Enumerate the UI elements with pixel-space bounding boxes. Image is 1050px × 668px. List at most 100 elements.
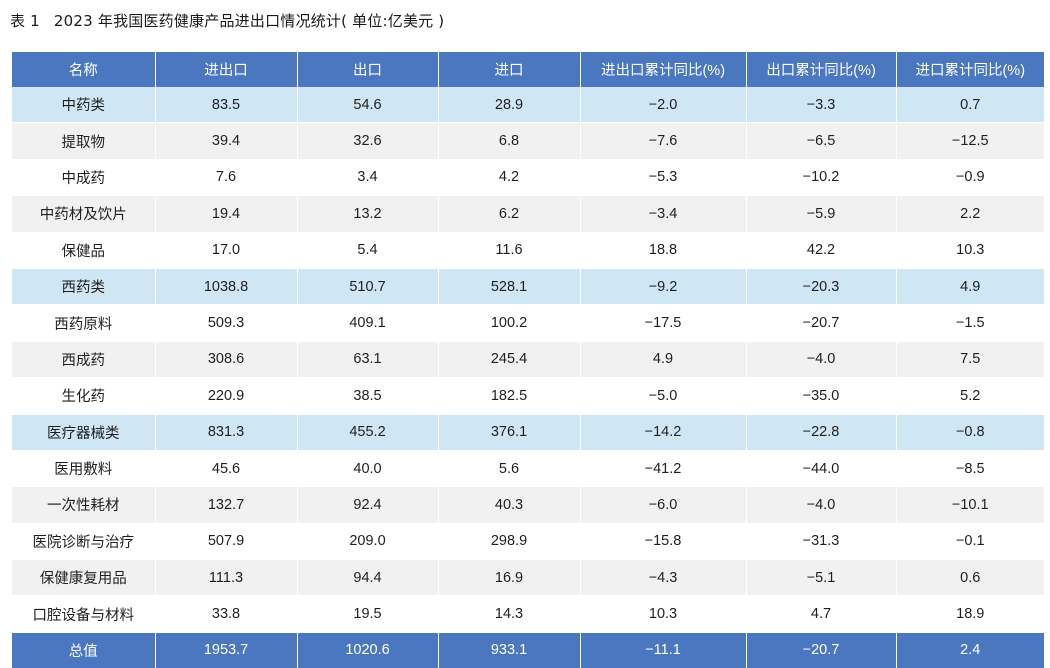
table-row: 西药原料 509.3 409.1 100.2 −17.5 −20.7 −1.5 bbox=[12, 304, 1044, 342]
table-cell: 510.7 bbox=[297, 268, 439, 306]
total-row: 总值 1953.7 1020.6 933.1 −11.1 −20.7 2.4 bbox=[12, 632, 1044, 668]
table-cell: 94.4 bbox=[297, 559, 439, 597]
table-cell: 39.4 bbox=[155, 122, 298, 160]
table-cell: −10.2 bbox=[746, 159, 897, 197]
table-cell: 83.5 bbox=[155, 87, 298, 124]
table-cell: −5.1 bbox=[746, 559, 897, 597]
table-cell: 2.2 bbox=[896, 195, 1044, 233]
table-cell: −20.3 bbox=[746, 268, 897, 306]
table-cell: 0.7 bbox=[896, 87, 1044, 124]
table-cell: 220.9 bbox=[155, 377, 298, 415]
table-cell: 28.9 bbox=[438, 87, 581, 124]
table-cell: −5.9 bbox=[746, 195, 897, 233]
table-row: 保健康复用品 111.3 94.4 16.9 −4.3 −5.1 0.6 bbox=[12, 559, 1044, 597]
row-label: 医院诊断与治疗 bbox=[12, 523, 156, 561]
category-row: 中药类 83.5 54.6 28.9 −2.0 −3.3 0.7 bbox=[12, 87, 1044, 124]
table-cell: −44.0 bbox=[746, 450, 897, 488]
row-label: 西药类 bbox=[12, 268, 156, 306]
table-cell: −8.5 bbox=[896, 450, 1044, 488]
total-cell: 1020.6 bbox=[297, 632, 439, 668]
table-cell: −41.2 bbox=[580, 450, 747, 488]
total-cell: 933.1 bbox=[438, 632, 581, 668]
row-label: 口腔设备与材料 bbox=[12, 595, 156, 633]
table-cell: −31.3 bbox=[746, 523, 897, 561]
table-cell: −20.7 bbox=[746, 304, 897, 342]
header-name: 名称 bbox=[12, 52, 156, 87]
table-cell: 509.3 bbox=[155, 304, 298, 342]
table-row: 西成药 308.6 63.1 245.4 4.9 −4.0 7.5 bbox=[12, 341, 1044, 379]
table-cell: 17.0 bbox=[155, 232, 298, 269]
table-cell: 6.8 bbox=[438, 122, 581, 160]
row-label: 西药原料 bbox=[12, 304, 156, 342]
table-cell: 13.2 bbox=[297, 195, 439, 233]
table-cell: 32.6 bbox=[297, 122, 439, 160]
table-cell: 409.1 bbox=[297, 304, 439, 342]
table-cell: −9.2 bbox=[580, 268, 747, 306]
row-label: 中成药 bbox=[12, 159, 156, 197]
table-cell: 528.1 bbox=[438, 268, 581, 306]
table-cell: −17.5 bbox=[580, 304, 747, 342]
table-cell: 4.7 bbox=[746, 595, 897, 633]
trade-stats-table: 名称 进出口 出口 进口 进出口累计同比(%) 出口累计同比(%) 进口累计同比… bbox=[12, 52, 1044, 668]
table-body: 中药类 83.5 54.6 28.9 −2.0 −3.3 0.7 提取物 39.4 32.6 6.8… bbox=[12, 87, 1044, 633]
table-cell: −4.0 bbox=[746, 341, 897, 379]
header-total-trade-yoy: 进出口累计同比(%) bbox=[580, 52, 747, 87]
table-cell: −22.8 bbox=[746, 414, 897, 451]
table-cell: 4.9 bbox=[896, 268, 1044, 306]
row-label: 一次性耗材 bbox=[12, 486, 156, 524]
table-cell: −4.0 bbox=[746, 486, 897, 524]
table-cell: −0.1 bbox=[896, 523, 1044, 561]
table-title: 2023 年我国医药健康产品进出口情况统计( 单位:亿美元 ) bbox=[53, 12, 445, 30]
row-label: 保健品 bbox=[12, 232, 156, 269]
total-cell: 1953.7 bbox=[155, 632, 298, 668]
category-row: 西药类 1038.8 510.7 528.1 −9.2 −20.3 4.9 bbox=[12, 268, 1044, 306]
table-number: 表 1 bbox=[10, 12, 40, 30]
row-label: 生化药 bbox=[12, 377, 156, 415]
total-label: 总值 bbox=[12, 632, 156, 668]
table-cell: 5.2 bbox=[896, 377, 1044, 415]
row-label: 中药材及饮片 bbox=[12, 195, 156, 233]
table-cell: −2.0 bbox=[580, 87, 747, 124]
table-cell: 10.3 bbox=[580, 595, 747, 633]
table-cell: 0.6 bbox=[896, 559, 1044, 597]
table-cell: 831.3 bbox=[155, 414, 298, 451]
table-cell: 7.6 bbox=[155, 159, 298, 197]
total-cell: 2.4 bbox=[896, 632, 1044, 668]
table-cell: 298.9 bbox=[438, 523, 581, 561]
table-cell: −6.5 bbox=[746, 122, 897, 160]
table-cell: −0.9 bbox=[896, 159, 1044, 197]
table-cell: 16.9 bbox=[438, 559, 581, 597]
header-total-trade: 进出口 bbox=[155, 52, 298, 87]
table-cell: 132.7 bbox=[155, 486, 298, 524]
table-cell: 4.2 bbox=[438, 159, 581, 197]
table-cell: 38.5 bbox=[297, 377, 439, 415]
table-row: 口腔设备与材料 33.8 19.5 14.3 10.3 4.7 18.9 bbox=[12, 595, 1044, 633]
table-caption: 表 1 2023 年我国医药健康产品进出口情况统计( 单位:亿美元 ) bbox=[10, 10, 444, 31]
table-cell: 376.1 bbox=[438, 414, 581, 451]
table-cell: 33.8 bbox=[155, 595, 298, 633]
table-cell: 1038.8 bbox=[155, 268, 298, 306]
row-label: 保健康复用品 bbox=[12, 559, 156, 597]
table-cell: 40.3 bbox=[438, 486, 581, 524]
table-cell: 5.6 bbox=[438, 450, 581, 488]
table-row: 医院诊断与治疗 507.9 209.0 298.9 −15.8 −31.3 −0.1 bbox=[12, 523, 1044, 561]
table-cell: 18.8 bbox=[580, 232, 747, 269]
table-cell: 5.4 bbox=[297, 232, 439, 269]
table-cell: 209.0 bbox=[297, 523, 439, 561]
table-cell: −10.1 bbox=[896, 486, 1044, 524]
table-cell: 10.3 bbox=[896, 232, 1044, 269]
table-cell: −7.6 bbox=[580, 122, 747, 160]
table-cell: 14.3 bbox=[438, 595, 581, 633]
row-label: 中药类 bbox=[12, 87, 156, 124]
table-cell: −14.2 bbox=[580, 414, 747, 451]
table-cell: 4.9 bbox=[580, 341, 747, 379]
header-import-yoy: 进口累计同比(%) bbox=[896, 52, 1044, 87]
total-cell: −11.1 bbox=[580, 632, 747, 668]
row-label: 西成药 bbox=[12, 341, 156, 379]
table-row: 医用敷料 45.6 40.0 5.6 −41.2 −44.0 −8.5 bbox=[12, 450, 1044, 488]
table-row: 保健品 17.0 5.4 11.6 18.8 42.2 10.3 bbox=[12, 232, 1044, 269]
table-cell: 6.2 bbox=[438, 195, 581, 233]
table-cell: 40.0 bbox=[297, 450, 439, 488]
table-cell: −0.8 bbox=[896, 414, 1044, 451]
table-cell: 54.6 bbox=[297, 87, 439, 124]
